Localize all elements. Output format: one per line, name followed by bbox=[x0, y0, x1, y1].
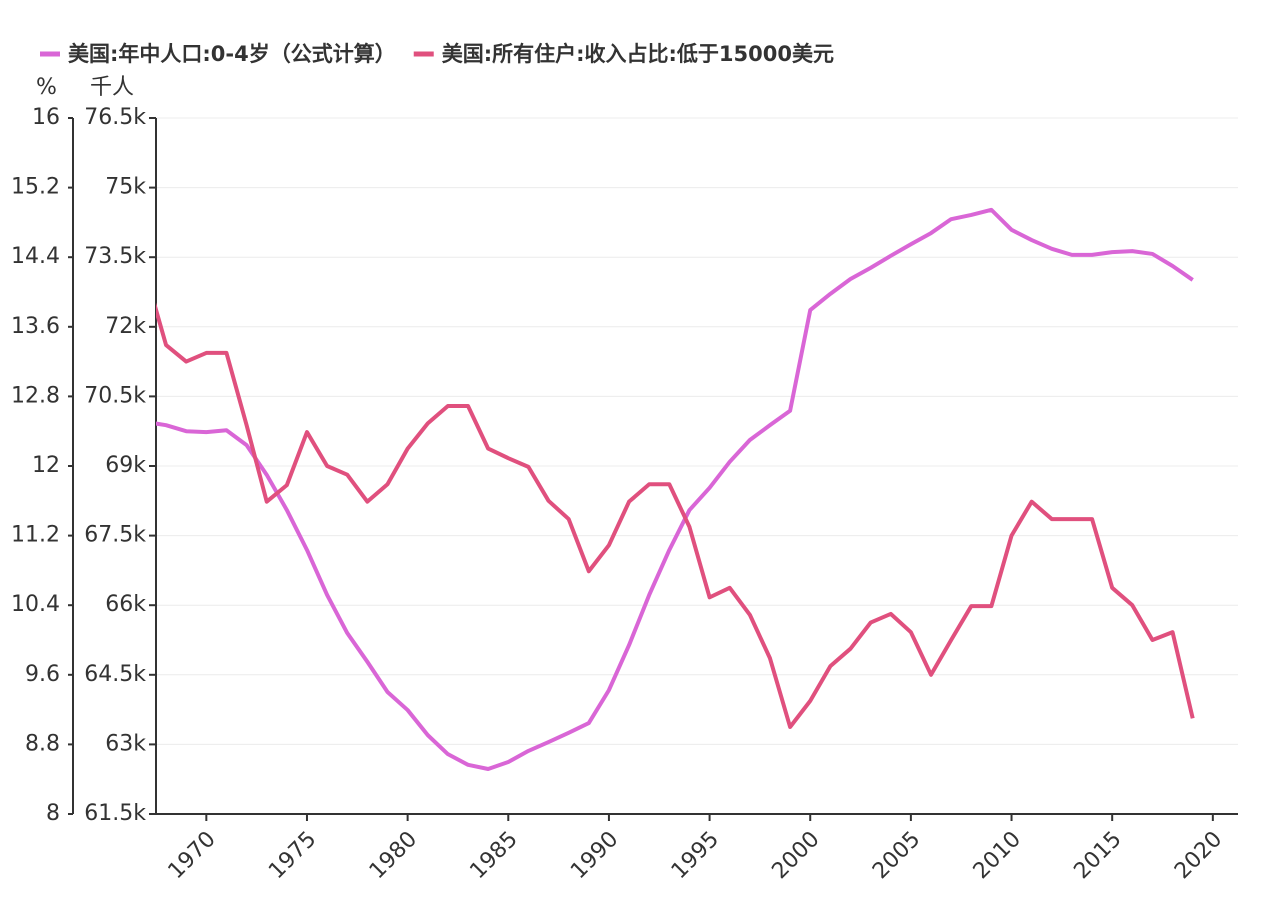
y2-tick-label: 69k bbox=[105, 453, 146, 478]
x-tick-label: 1980 bbox=[365, 827, 422, 884]
y2-axis-label: 千人 bbox=[90, 75, 134, 100]
y-tick-label: 16 bbox=[32, 105, 60, 130]
legend-label: 美国:所有住户:收入占比:低于15000美元 bbox=[442, 42, 834, 66]
y2-tick-label: 63k bbox=[105, 731, 146, 756]
y-tick-label: 12 bbox=[32, 453, 60, 478]
y2-tick-label: 64.5k bbox=[84, 662, 146, 687]
x-tick-label: 1970 bbox=[164, 827, 221, 884]
y-tick-label: 10.4 bbox=[11, 592, 60, 617]
y-tick-label: 8 bbox=[46, 801, 60, 826]
y-tick-label: 13.6 bbox=[11, 314, 60, 339]
x-tick-label: 2020 bbox=[1170, 827, 1227, 884]
x-tick-label: 2000 bbox=[767, 827, 824, 884]
x-tick-label: 2010 bbox=[969, 827, 1026, 884]
legend-label: 美国:年中人口:0-4岁（公式计算） bbox=[68, 42, 396, 66]
plot-area bbox=[156, 207, 1195, 771]
y-tick-label: 15.2 bbox=[11, 175, 60, 200]
x-tick-label: 1990 bbox=[566, 827, 623, 884]
y2-tick-label: 72k bbox=[105, 314, 146, 339]
y2-tick-label: 61.5k bbox=[84, 801, 146, 826]
y2-tick-label: 76.5k bbox=[84, 105, 146, 130]
y-tick-label: 9.6 bbox=[25, 662, 60, 687]
y2-tick-label: 75k bbox=[105, 175, 146, 200]
y-tick-label: 8.8 bbox=[25, 731, 60, 756]
y2-tick-label: 67.5k bbox=[84, 523, 146, 548]
x-tick-label: 1975 bbox=[264, 827, 321, 884]
x-tick-label: 1985 bbox=[465, 827, 522, 884]
y2-tick-label: 70.5k bbox=[84, 383, 146, 408]
y-tick-label: 11.2 bbox=[11, 523, 60, 548]
x-tick-label: 2005 bbox=[868, 827, 925, 884]
data-line bbox=[156, 207, 1194, 771]
x-tick-label: 1995 bbox=[667, 827, 724, 884]
y2-tick-label: 66k bbox=[105, 592, 146, 617]
y-tick-label: 12.8 bbox=[11, 383, 60, 408]
y-tick-label: 14.4 bbox=[11, 244, 60, 269]
x-tick-label: 2015 bbox=[1069, 827, 1126, 884]
y2-tick-label: 73.5k bbox=[84, 244, 146, 269]
y-axis-label: % bbox=[36, 75, 57, 100]
data-line bbox=[156, 302, 1195, 729]
